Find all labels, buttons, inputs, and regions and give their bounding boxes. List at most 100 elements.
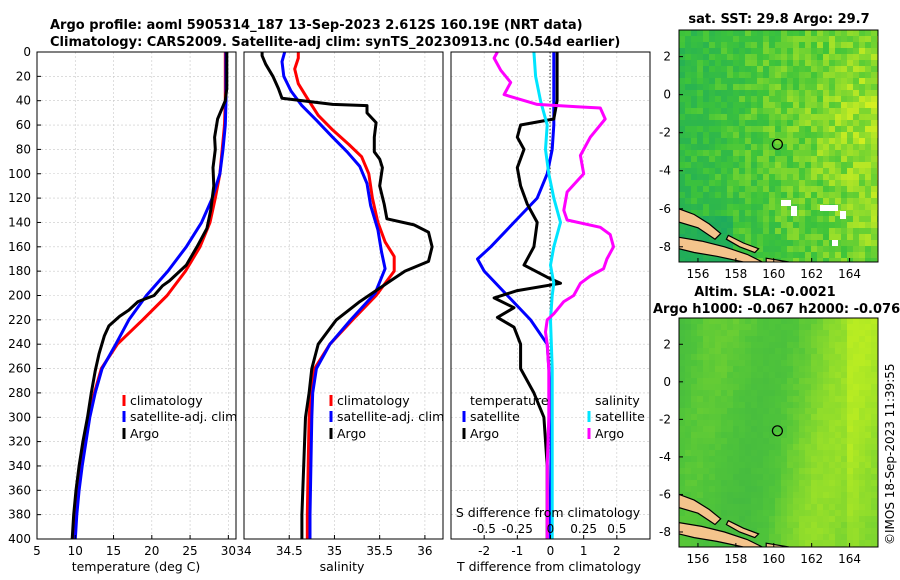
map-cell [685,174,692,181]
map-cell [727,210,734,217]
map-cell [685,342,692,349]
map-cell [829,414,836,421]
map-cell [679,384,686,391]
map-cell [733,180,740,187]
map-cell [829,516,836,523]
map-cell [769,246,776,253]
map-cell [787,114,794,121]
map-y-tick-label: -2 [659,412,671,426]
map-cell [679,138,686,145]
map-cell [781,528,788,535]
map-cell [817,372,824,379]
map-cell [841,444,848,451]
map-cell [829,324,836,331]
map-cell [691,42,698,49]
map-cell [763,348,770,355]
map-cell [853,78,860,85]
map-cell [811,402,818,409]
map-cell [721,192,728,199]
map-cell [817,144,824,151]
map-cell [781,132,788,139]
map-cell [739,330,746,337]
map-cell [679,426,686,433]
map-cell [727,528,734,535]
map-cell [769,36,776,43]
map-cell [793,252,800,259]
map-cell [799,198,806,205]
temperature-panel: 5 10 15 20 25 30 0204060801001201401601802002… [8,45,237,574]
x-tick-label: 1 [580,544,588,558]
map-cell [781,354,788,361]
map-cell [781,186,788,193]
map-cell [733,102,740,109]
map-cell [781,144,788,151]
map-cell [781,120,788,127]
map-cell [715,336,722,343]
map-cell [685,132,692,139]
map-cell [829,216,836,223]
map-cell [859,72,866,79]
map-cell [841,354,848,361]
map-cell [841,36,848,43]
map-cell [727,102,734,109]
map-cell [835,348,842,355]
map-cell [835,186,842,193]
map-cell [685,330,692,337]
map-cell [703,78,710,85]
map-cell [733,336,740,343]
map-cell [733,150,740,157]
map-cell [685,30,692,37]
map-cell [817,528,824,535]
map-cell [691,426,698,433]
map-cell [685,198,692,205]
map-cell [691,96,698,103]
map-cell [841,324,848,331]
map-cell [745,174,752,181]
map-cell [835,444,842,451]
map-cell [853,492,860,499]
map-cell [733,330,740,337]
map-cell [781,174,788,181]
map-cell [805,78,812,85]
map-cell [859,480,866,487]
map-cell [829,222,836,229]
map-cell [769,522,776,529]
map-cell [811,432,818,439]
map-cell [751,426,758,433]
map-cell [811,438,818,445]
map-cell [733,246,740,253]
map-cell [739,66,746,73]
map-cell [697,462,704,469]
map-cell [775,102,782,109]
temperature-xlabel: temperature (deg C) [72,559,201,574]
map-cell [745,126,752,133]
map-cell [847,390,854,397]
map-cell [865,36,872,43]
map-cell [865,450,872,457]
map-cell [841,456,848,463]
salinity-axes-frame [243,51,444,540]
map-cell [769,420,776,427]
map-cell [805,336,812,343]
map-cell [853,144,860,151]
y-tick-label: 80 [16,142,31,156]
map-cell [709,432,716,439]
map-cell [865,516,872,523]
map-cell [799,72,806,79]
map-cell [739,414,746,421]
map-cell [823,510,830,517]
map-cell [733,414,740,421]
map-cell [817,186,824,193]
map-cell [799,66,806,73]
map-cell [733,30,740,37]
map-cell [823,198,830,205]
map-cell [805,216,812,223]
map-cell [715,402,722,409]
map-cell [751,528,758,535]
map-cell [859,48,866,55]
map-cell [781,90,788,97]
map-cell [811,330,818,337]
map-cell [685,348,692,355]
map-cell [727,144,734,151]
map-cell [751,420,758,427]
